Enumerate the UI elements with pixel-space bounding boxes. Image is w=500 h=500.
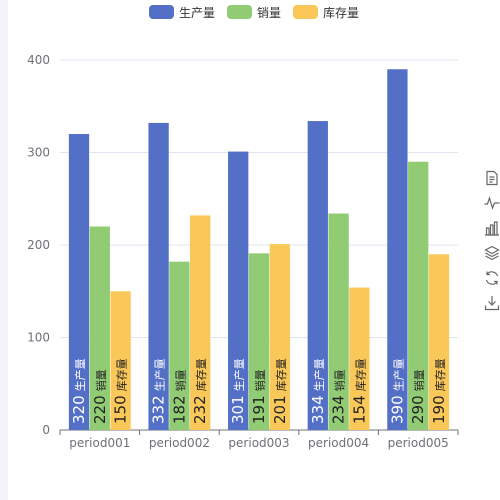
bar-value: 154 — [350, 395, 368, 424]
legend-label-inventory: 库存量 — [323, 5, 360, 20]
bar-series-name: 库存量 — [194, 358, 208, 391]
restore-icon[interactable] — [484, 270, 500, 286]
bar-series-name: 销量 — [333, 369, 347, 391]
bar — [408, 161, 429, 430]
bar-data-label: 390 生产量 — [388, 358, 406, 424]
bar — [248, 253, 270, 430]
x-tick-label: period005 — [388, 436, 449, 450]
bar-data-label: 232 库存量 — [191, 358, 209, 424]
bar-series-name: 库存量 — [433, 358, 447, 391]
bar-series-name: 生产量 — [232, 358, 246, 391]
bar-value: 182 — [170, 395, 188, 424]
bar-data-label: 150 库存量 — [112, 358, 130, 424]
bar-value: 150 — [112, 395, 130, 424]
save-image-icon[interactable] — [484, 295, 500, 311]
legend-item-production[interactable]: 生产量 — [148, 4, 215, 21]
bar-chart: 0100200300400period001320生产量220销量150库存量p… — [27, 53, 459, 450]
bar-data-label: 301 生产量 — [229, 358, 247, 424]
bar — [387, 69, 408, 430]
bar — [169, 261, 190, 430]
y-tick-label: 0 — [42, 423, 50, 437]
legend-swatch-inventory — [293, 5, 318, 19]
bar — [228, 151, 249, 430]
x-tick-label: period001 — [69, 436, 130, 450]
bar-value: 220 — [91, 395, 109, 424]
x-tick-label: period002 — [149, 436, 210, 450]
legend-swatch-production — [148, 5, 174, 19]
bar-series-name: 生产量 — [312, 358, 326, 391]
bar-data-label: 182 销量 — [170, 369, 188, 424]
x-tick-label: period004 — [308, 436, 369, 450]
bar-value: 190 — [430, 395, 448, 424]
bar — [110, 291, 131, 430]
bar-value: 301 — [229, 395, 247, 424]
chart-panel: 生产量 销量 库存量 0 100 200 300 400 period001 320 生产量 2… — [8, 0, 500, 500]
stack-icon[interactable] — [484, 245, 500, 261]
bar-value: 334 — [309, 395, 327, 424]
bar-value: 290 — [409, 395, 427, 424]
bar-value: 332 — [150, 395, 168, 424]
legend-label-sales: 销量 — [256, 5, 281, 20]
bar-chart-icon[interactable] — [484, 220, 500, 236]
legend-item-inventory[interactable]: 库存量 — [293, 4, 359, 21]
bar — [148, 122, 169, 431]
bar — [328, 213, 349, 430]
bar-data-label: 234 销量 — [330, 369, 348, 424]
bar — [269, 244, 290, 430]
legend-label-production: 生产量 — [178, 5, 215, 20]
bar-value: 320 — [70, 395, 88, 424]
bar-data-label: 190 库存量 — [430, 358, 448, 424]
bar-series-name: 销量 — [253, 369, 267, 391]
bar-series-name: 生产量 — [391, 358, 405, 391]
bar-value: 232 — [191, 395, 209, 424]
y-tick-label: 100 — [27, 331, 50, 345]
bar-value: 234 — [330, 395, 348, 424]
bar-series-name: 销量 — [94, 369, 108, 391]
bar-data-label: 332 生产量 — [150, 358, 168, 424]
y-tick-label: 200 — [27, 238, 50, 252]
bar-series-name: 生产量 — [153, 358, 167, 391]
y-tick-label: 300 — [27, 146, 50, 160]
bar-data-label: 290 销量 — [409, 369, 427, 424]
bar-series-name: 销量 — [412, 369, 426, 391]
data-view-icon[interactable] — [484, 170, 500, 186]
bar-value: 201 — [271, 395, 289, 424]
toolbox — [484, 170, 500, 320]
bar-data-label: 154 库存量 — [350, 358, 368, 424]
bar-series-name: 库存量 — [274, 358, 288, 391]
bar — [307, 121, 328, 431]
bar-series-name: 库存量 — [353, 358, 367, 391]
bar — [349, 287, 370, 430]
bar — [89, 226, 110, 430]
bar — [428, 254, 450, 430]
bar-series-name: 库存量 — [115, 358, 129, 391]
bar — [190, 215, 211, 430]
line-chart-icon[interactable] — [484, 195, 500, 211]
bar-value: 390 — [388, 395, 406, 424]
bar-series-name: 销量 — [173, 369, 187, 391]
bar-series-name: 生产量 — [73, 358, 87, 391]
bar-data-label: 220 销量 — [91, 369, 109, 424]
legend: 生产量 销量 库存量 — [8, 2, 500, 22]
bar — [68, 134, 90, 430]
legend-swatch-sales — [226, 5, 252, 19]
x-tick-label: period003 — [228, 436, 289, 450]
bar-data-label: 320 生产量 — [70, 358, 88, 424]
y-tick-label: 400 — [27, 53, 50, 67]
bar-value: 191 — [250, 395, 268, 424]
bar-data-label: 201 库存量 — [271, 358, 289, 424]
bar-data-label: 191 销量 — [250, 369, 268, 424]
bar-data-label: 334 生产量 — [309, 358, 327, 424]
legend-item-sales[interactable]: 销量 — [226, 4, 281, 21]
